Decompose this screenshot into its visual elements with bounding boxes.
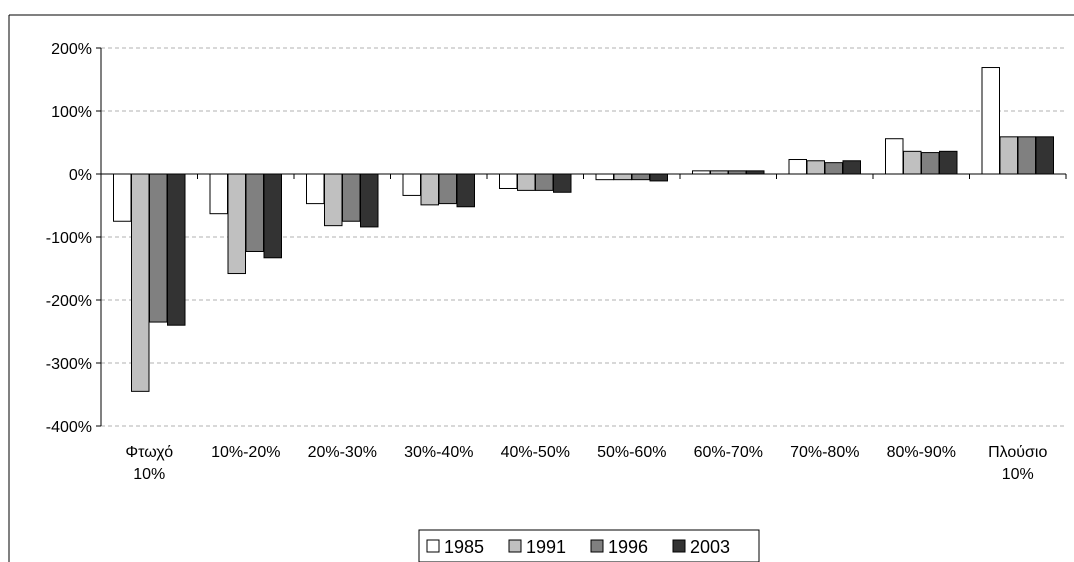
bar-1991-2 xyxy=(324,173,343,227)
bar-2003-5 xyxy=(649,173,668,182)
y-tick-label: -400% xyxy=(46,419,92,436)
bar-1996-1 xyxy=(245,173,264,252)
bar-2003-9 xyxy=(1035,136,1054,175)
x-tick-label: 60%-70% xyxy=(694,444,763,461)
legend-label-1985: 1985 xyxy=(444,537,484,557)
x-tick-label: 70%-80% xyxy=(790,444,859,461)
y-tick-label: -200% xyxy=(46,293,92,310)
bar-2003-4 xyxy=(553,173,572,193)
legend: 1985 1991 1996 2003 xyxy=(418,529,760,562)
bar-1996-3 xyxy=(438,173,457,205)
y-tick-label: 200% xyxy=(51,41,92,58)
x-tick-label: 10% xyxy=(133,466,165,483)
bar-1985-0 xyxy=(113,173,132,222)
legend-label-1996: 1996 xyxy=(608,537,648,557)
x-tick-label: 20%-30% xyxy=(308,444,377,461)
legend-swatch-1996 xyxy=(590,539,604,553)
bar-1991-0 xyxy=(131,173,150,392)
bar-2003-7 xyxy=(842,160,861,175)
bar-1991-1 xyxy=(227,173,246,275)
bar-1985-7 xyxy=(788,159,807,175)
bar-1996-9 xyxy=(1017,136,1036,175)
bar-1996-7 xyxy=(824,162,843,175)
bar-1996-5 xyxy=(631,173,650,181)
x-tick-label: 40%-50% xyxy=(501,444,570,461)
legend-label-1991: 1991 xyxy=(526,537,566,557)
axes xyxy=(96,47,1067,427)
x-tick-label: Φτωχό xyxy=(125,444,173,461)
bar-1996-4 xyxy=(535,173,554,191)
bar-2003-2 xyxy=(360,173,379,228)
bar-1991-7 xyxy=(806,160,825,175)
bar-1985-5 xyxy=(595,173,614,181)
bar-1996-2 xyxy=(342,173,361,222)
bar-1985-2 xyxy=(306,173,325,205)
bar-1985-1 xyxy=(209,173,228,215)
legend-swatch-1991 xyxy=(508,539,522,553)
bar-1985-9 xyxy=(981,67,1000,175)
bar-2003-1 xyxy=(263,173,282,259)
legend-swatch-2003 xyxy=(672,539,686,553)
x-tick-label: 50%-60% xyxy=(597,444,666,461)
y-tick-label: -100% xyxy=(46,230,92,247)
bar-2003-3 xyxy=(456,173,475,208)
y-tick-label: 100% xyxy=(51,104,92,121)
bar-1991-8 xyxy=(903,150,922,175)
x-tick-label: 80%-90% xyxy=(887,444,956,461)
bar-2003-0 xyxy=(167,173,186,326)
legend-box xyxy=(418,529,760,562)
bar-1985-3 xyxy=(402,173,421,196)
x-tick-label: 10% xyxy=(1002,466,1034,483)
x-tick-labels: Φτωχό 10% 10%-20% 20%-30% 30%-40% 40%-50% 50%-… xyxy=(125,444,1047,483)
y-tick-labels: 200% 100% 0% -100% -200% -300% -400% xyxy=(46,41,92,436)
bar-1996-8 xyxy=(921,152,940,175)
bar-2003-8 xyxy=(939,150,958,175)
x-tick-label: 10%-20% xyxy=(211,444,280,461)
bar-1991-3 xyxy=(420,173,439,206)
bar-1996-0 xyxy=(149,173,168,323)
legend-label-2003: 2003 xyxy=(690,537,730,557)
x-tick-label: Πλούσιο xyxy=(988,444,1047,461)
bar-1991-9 xyxy=(999,136,1018,175)
bar-1985-4 xyxy=(499,173,518,189)
bar-1991-4 xyxy=(517,173,536,191)
x-tick-label: 30%-40% xyxy=(404,444,473,461)
bar-1991-5 xyxy=(613,173,632,181)
bar-1985-8 xyxy=(885,138,904,175)
bars xyxy=(113,67,1054,392)
y-tick-label: 0% xyxy=(69,167,92,184)
y-tick-label: -300% xyxy=(46,356,92,373)
legend-swatch-1985 xyxy=(426,539,440,553)
